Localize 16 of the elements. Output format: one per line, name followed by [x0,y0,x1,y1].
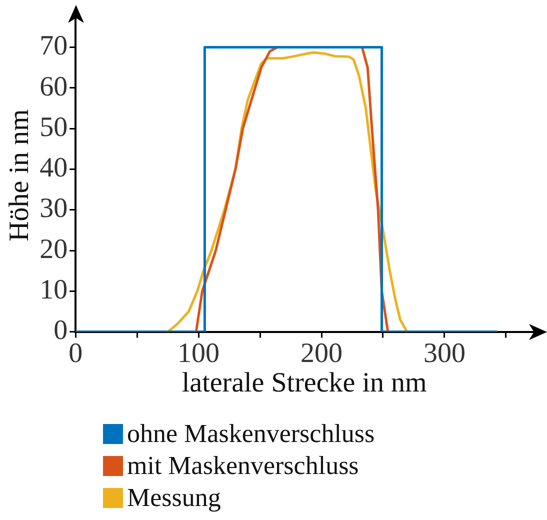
y-tick-label: 10 [40,274,68,306]
x-tick-label: 300 [423,338,466,369]
x-tick-label: 100 [178,338,220,369]
legend-label: ohne Maskenverschluss [127,418,375,450]
y-tick-label: 20 [40,234,68,265]
y-tick-label: 50 [40,112,68,143]
x-axis-title: laterale Strecke in nm [182,368,427,399]
y-tick-label: 40 [40,152,68,184]
y-tick-label: 30 [40,193,68,224]
y-axis-title: Höhe in nm [4,108,36,242]
x-tick-label: 200 [300,338,343,369]
legend-label: mit Maskenverschluss [127,450,359,482]
y-tick-label: 70 [40,30,68,62]
y-tick-label: 60 [40,71,68,102]
y-tick-label: 0 [54,315,68,346]
legend-label: Messung [127,482,221,514]
